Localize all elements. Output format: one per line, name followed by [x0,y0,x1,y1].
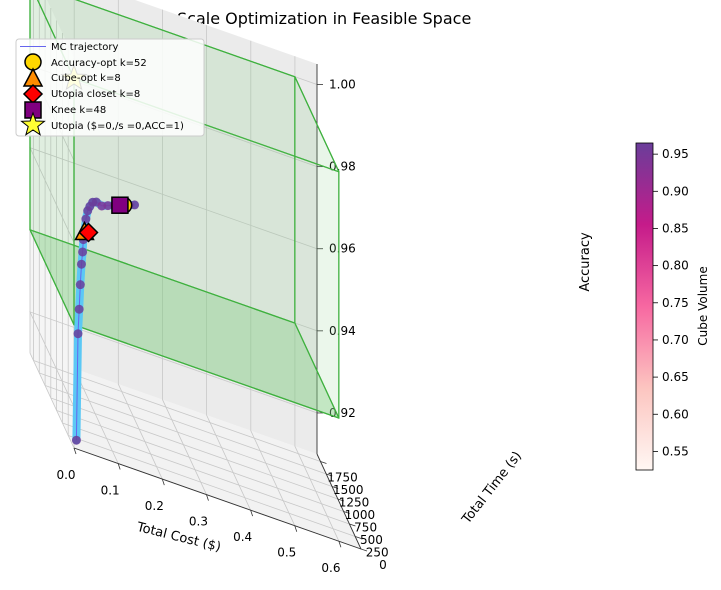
x-tick-label: 0.1 [101,484,120,498]
colorbar-ticks: 0.55 0.60 0.65 0.70 0.75 0.80 0.85 0.90 0.95 [653,147,689,458]
y-tick [343,511,350,514]
y-tick-label: 1250 [339,496,370,510]
trajectory-point [71,435,81,445]
x-tick-label: 0.3 [189,515,208,529]
colorbar-tick-label: 0.70 [662,333,689,347]
y-tick-label: 1750 [327,471,358,485]
y-tick [331,486,339,489]
x-tick-label: 0.2 [145,499,164,513]
colorbar-gradient [635,142,654,471]
trajectory-point [76,259,86,269]
y-tick [326,473,333,477]
legend-label-accuracy-opt: Accuracy-opt k=52 [51,58,147,69]
y-tick-label: 1000 [345,508,376,522]
colorbar-tick-label: 0.60 [662,407,689,421]
x-tick-label: 0.6 [321,561,340,575]
colorbar-tick-label: 0.90 [662,184,689,198]
y-tick-label: 500 [360,533,383,547]
x-tick-label: 0.0 [56,468,75,482]
x-tick [250,510,253,517]
trajectory-point [81,214,91,224]
x-tick-label: 0.4 [233,530,252,544]
trajectory-point [78,247,88,257]
trajectory-point [130,200,140,210]
legend-label-utopia: Utopia ($=0,/s =0,ACC=1) [51,121,184,132]
x-gridline [250,40,296,526]
x-tick [161,478,165,486]
x-tick [294,525,298,532]
colorbar-label: Cube Volume [696,266,710,345]
y-axis-label: Total Time (s) [459,449,525,528]
colorbar-tick-label: 0.95 [662,147,689,161]
x-tick-label: 0.5 [277,546,296,560]
z-gridline [29,311,318,414]
floor-pane [30,353,361,549]
x-axis-line [73,447,362,550]
colorbar-tick-label: 0.55 [662,444,689,458]
legend-frame [15,38,205,137]
y-tick [337,498,344,502]
x-gridline [162,9,207,495]
y-gridline [56,20,344,512]
z-tick-label: 1.00 [329,78,356,92]
y-tick [355,536,362,539]
legend-swatch-utopia [20,111,46,136]
y-axis-line [316,453,362,550]
y-tick-label: 250 [366,546,389,560]
colorbar: 0.55 0.60 0.65 0.70 0.75 0.80 0.85 0.90 0.95 Cub… [635,142,710,471]
y-gridline [62,33,350,525]
trajectory-point [103,201,113,211]
y-tick-label: 1500 [333,483,364,497]
x-tick [73,447,77,455]
legend-label-cube-opt: Cube-opt k=8 [51,73,121,84]
y-tick-label: 0 [379,558,387,572]
trajectory-point [73,329,83,339]
x-tick [338,541,342,548]
colorbar-tick-label: 0.65 [662,370,689,384]
z-axis-label: Accuracy [578,232,593,292]
y-tick-label: 750 [354,521,377,535]
z-tick-label: 0.96 [329,242,356,256]
marker-knee-k-48 [111,196,129,214]
legend-label-utopia-closest: Utopia closet k=8 [51,89,140,100]
trajectory-point [75,280,85,290]
colorbar-tick-label: 0.75 [662,296,689,310]
trajectory-point [74,304,84,314]
x-tick [206,494,209,501]
axes: 0.00.10.20.30.40.50.6 0250500750100012501… [56,64,389,575]
y-tick [320,461,327,464]
z-tick-label: 0.94 [329,324,356,338]
colorbar-tick-label: 0.85 [662,221,689,235]
feasible-box-face [294,76,340,419]
legend-label-trajectory: MC trajectory [51,42,119,53]
x-axis-label: Total Cost ($) [134,520,222,556]
marker-utopia-closet-k-8 [78,222,99,243]
x-tick [117,463,121,470]
y-gridline [50,8,338,500]
legend-label-knee: Knee k=48 [51,105,106,116]
colorbar-tick-label: 0.80 [662,259,689,273]
y-tick [360,548,368,552]
legend: MC trajectory Accuracy-opt k=52 Cube-opt… [15,38,205,137]
y-tick [349,523,356,527]
y-gridline [67,45,356,537]
x-gridline [206,25,251,511]
